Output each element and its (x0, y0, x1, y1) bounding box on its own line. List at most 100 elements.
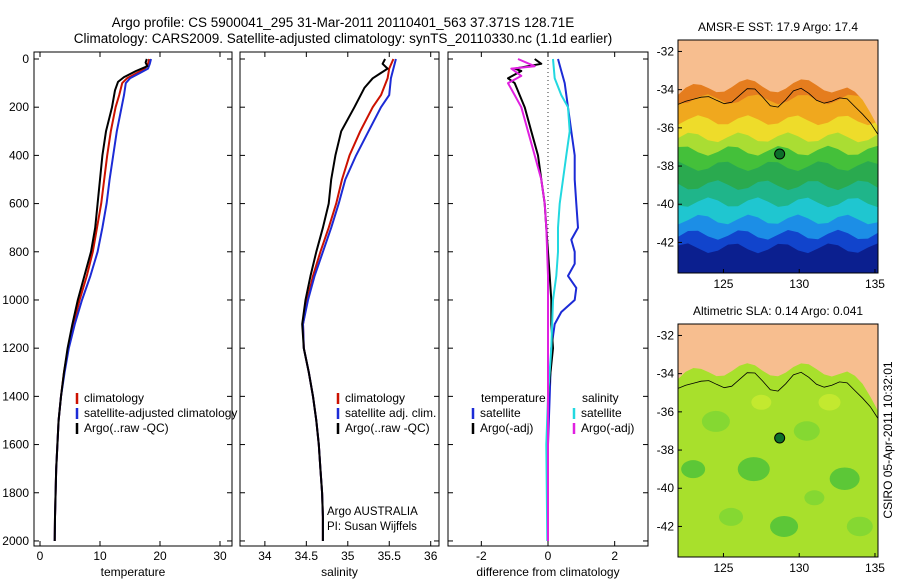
sst-band (678, 179, 878, 211)
legend-label: Argo(..raw -QC) (345, 421, 430, 435)
map-x-tick-label: 130 (789, 561, 809, 575)
legend-label: Argo(..raw -QC) (84, 421, 169, 435)
sla-map-panel: Altimetric SLA: 0.14 Argo: 0.041 125 130 13… (657, 304, 886, 575)
difference-panel: -2 0 2 difference from climatology temperatu… (447, 51, 649, 579)
sla-anomaly-blob (737, 457, 770, 482)
map-y-tick-label: -36 (657, 405, 675, 419)
y-tick-label: 1800 (2, 486, 29, 500)
map-y-tick-label: -38 (657, 159, 675, 173)
map-y-tick-label: -32 (657, 328, 675, 342)
x-tick-label: 34.5 (295, 549, 319, 563)
y-tick-label: 800 (9, 245, 29, 259)
sla-anomaly-blob (770, 515, 799, 537)
legend-label: satellite (581, 406, 622, 420)
y-tick-label: 2000 (2, 534, 29, 548)
plot-frame (239, 51, 440, 547)
map-y-tick-label: -42 (657, 235, 675, 249)
map-y-tick-label: -36 (657, 121, 675, 135)
depth-contour (678, 371, 878, 419)
x-tick-label: 34 (258, 549, 272, 563)
y-tick-label: 1000 (2, 293, 29, 307)
x-tick-label: -2 (476, 549, 487, 563)
map-x-tick-label: 125 (713, 561, 733, 575)
argo-position-marker (774, 148, 786, 160)
x-axis-label: salinity (321, 565, 358, 579)
legend-label: climatology (84, 391, 144, 405)
map-frame (677, 39, 879, 274)
sla-anomaly-blob (818, 394, 841, 411)
x-tick-label: 0 (37, 549, 44, 563)
y-tick-label: 400 (9, 148, 29, 162)
timestamp-label: CSIRO 05-Apr-2011 10:32:01 (881, 361, 895, 519)
legend-title: salinity (582, 391, 619, 405)
y-tick-label: 0 (22, 52, 29, 66)
map-y-tick-label: -40 (657, 197, 675, 211)
series-group (301, 58, 397, 541)
land-mask (678, 324, 878, 411)
x-tick-label: 20 (153, 549, 167, 563)
legend-label: satellite adj. clim. (345, 406, 436, 420)
y-tick-label: 1600 (2, 438, 29, 452)
x-tick-label: 10 (93, 549, 107, 563)
series-line-sal_argo (507, 58, 549, 541)
sla-anomaly-blob (846, 516, 873, 537)
land-mask (678, 40, 878, 127)
map-y-tick-label: -38 (657, 443, 675, 457)
sst-band (678, 196, 878, 228)
series-line-argo (53, 58, 149, 542)
x-tick-label: 35.5 (378, 549, 402, 563)
map-x-tick-label: 135 (865, 277, 885, 291)
sst-map-panel: AMSR-E SST: 17.9 Argo: 17.4 125 130 135 -32 -… (657, 20, 886, 291)
legend-label: satellite (480, 406, 521, 420)
series-line-argo (301, 58, 389, 541)
map-x-tick-label: 130 (789, 277, 809, 291)
sla-anomaly-blob (719, 507, 744, 526)
x-tick-label: 0 (545, 549, 552, 563)
depth-contour (678, 87, 878, 135)
plot-frame (33, 51, 233, 547)
figure-title-line2: Climatology: CARS2009. Satellite-adjuste… (74, 31, 613, 46)
x-tick-label: 36 (424, 549, 438, 563)
salinity-panel: 34 34.5 35 35.5 36 salinity climatologysatelli… (239, 51, 440, 579)
sla-anomaly-blob (829, 467, 860, 490)
x-tick-label: 30 (213, 549, 227, 563)
legend-label: Argo(-adj) (480, 421, 533, 435)
map-y-tick-label: -32 (657, 44, 675, 58)
map-x-tick-label: 135 (865, 561, 885, 575)
sla-anomaly-blob (701, 410, 730, 432)
x-tick-label: 35 (341, 549, 355, 563)
map-y-tick-label: -34 (657, 83, 675, 97)
figure-title-line1: Argo profile: CS 5900041_295 31-Mar-2011… (112, 15, 575, 30)
map-title: Altimetric SLA: 0.14 Argo: 0.041 (693, 304, 863, 318)
y-tick-label: 1400 (2, 389, 29, 403)
temperature-panel: 0 10 20 30 0 200 400 600 800 1000 1200 1400 1600 1800… (2, 51, 237, 579)
map-field (678, 40, 878, 273)
annotation-line: Argo AUSTRALIA (327, 506, 418, 518)
sst-band (678, 242, 878, 273)
argo-position-marker (774, 432, 786, 444)
map-title: AMSR-E SST: 17.9 Argo: 17.4 (698, 20, 858, 34)
sla-anomaly-blob (804, 490, 825, 506)
map-frame (677, 323, 879, 558)
map-y-tick-label: -42 (657, 519, 675, 533)
x-axis-label: temperature (101, 565, 166, 579)
legend-label: satellite-adjusted climatology (84, 406, 237, 420)
annotation-line: PI: Susan Wijffels (327, 521, 417, 533)
y-tick-label: 1200 (2, 341, 29, 355)
map-x-tick-label: 125 (713, 277, 733, 291)
map-y-tick-label: -34 (657, 367, 675, 381)
map-y-tick-label: -40 (657, 481, 675, 495)
x-tick-label: 2 (611, 549, 618, 563)
series-line-sal_sat (545, 58, 571, 542)
sla-anomaly-blob (751, 394, 772, 410)
y-tick-label: 600 (9, 197, 29, 211)
series-group (507, 58, 579, 542)
legend-label: climatology (345, 391, 405, 405)
y-tick-label: 200 (9, 100, 29, 114)
legend-label: Argo(-adj) (581, 421, 634, 435)
x-axis-label: difference from climatology (476, 565, 619, 579)
sst-band (678, 93, 878, 129)
sla-anomaly-blob (681, 460, 706, 479)
